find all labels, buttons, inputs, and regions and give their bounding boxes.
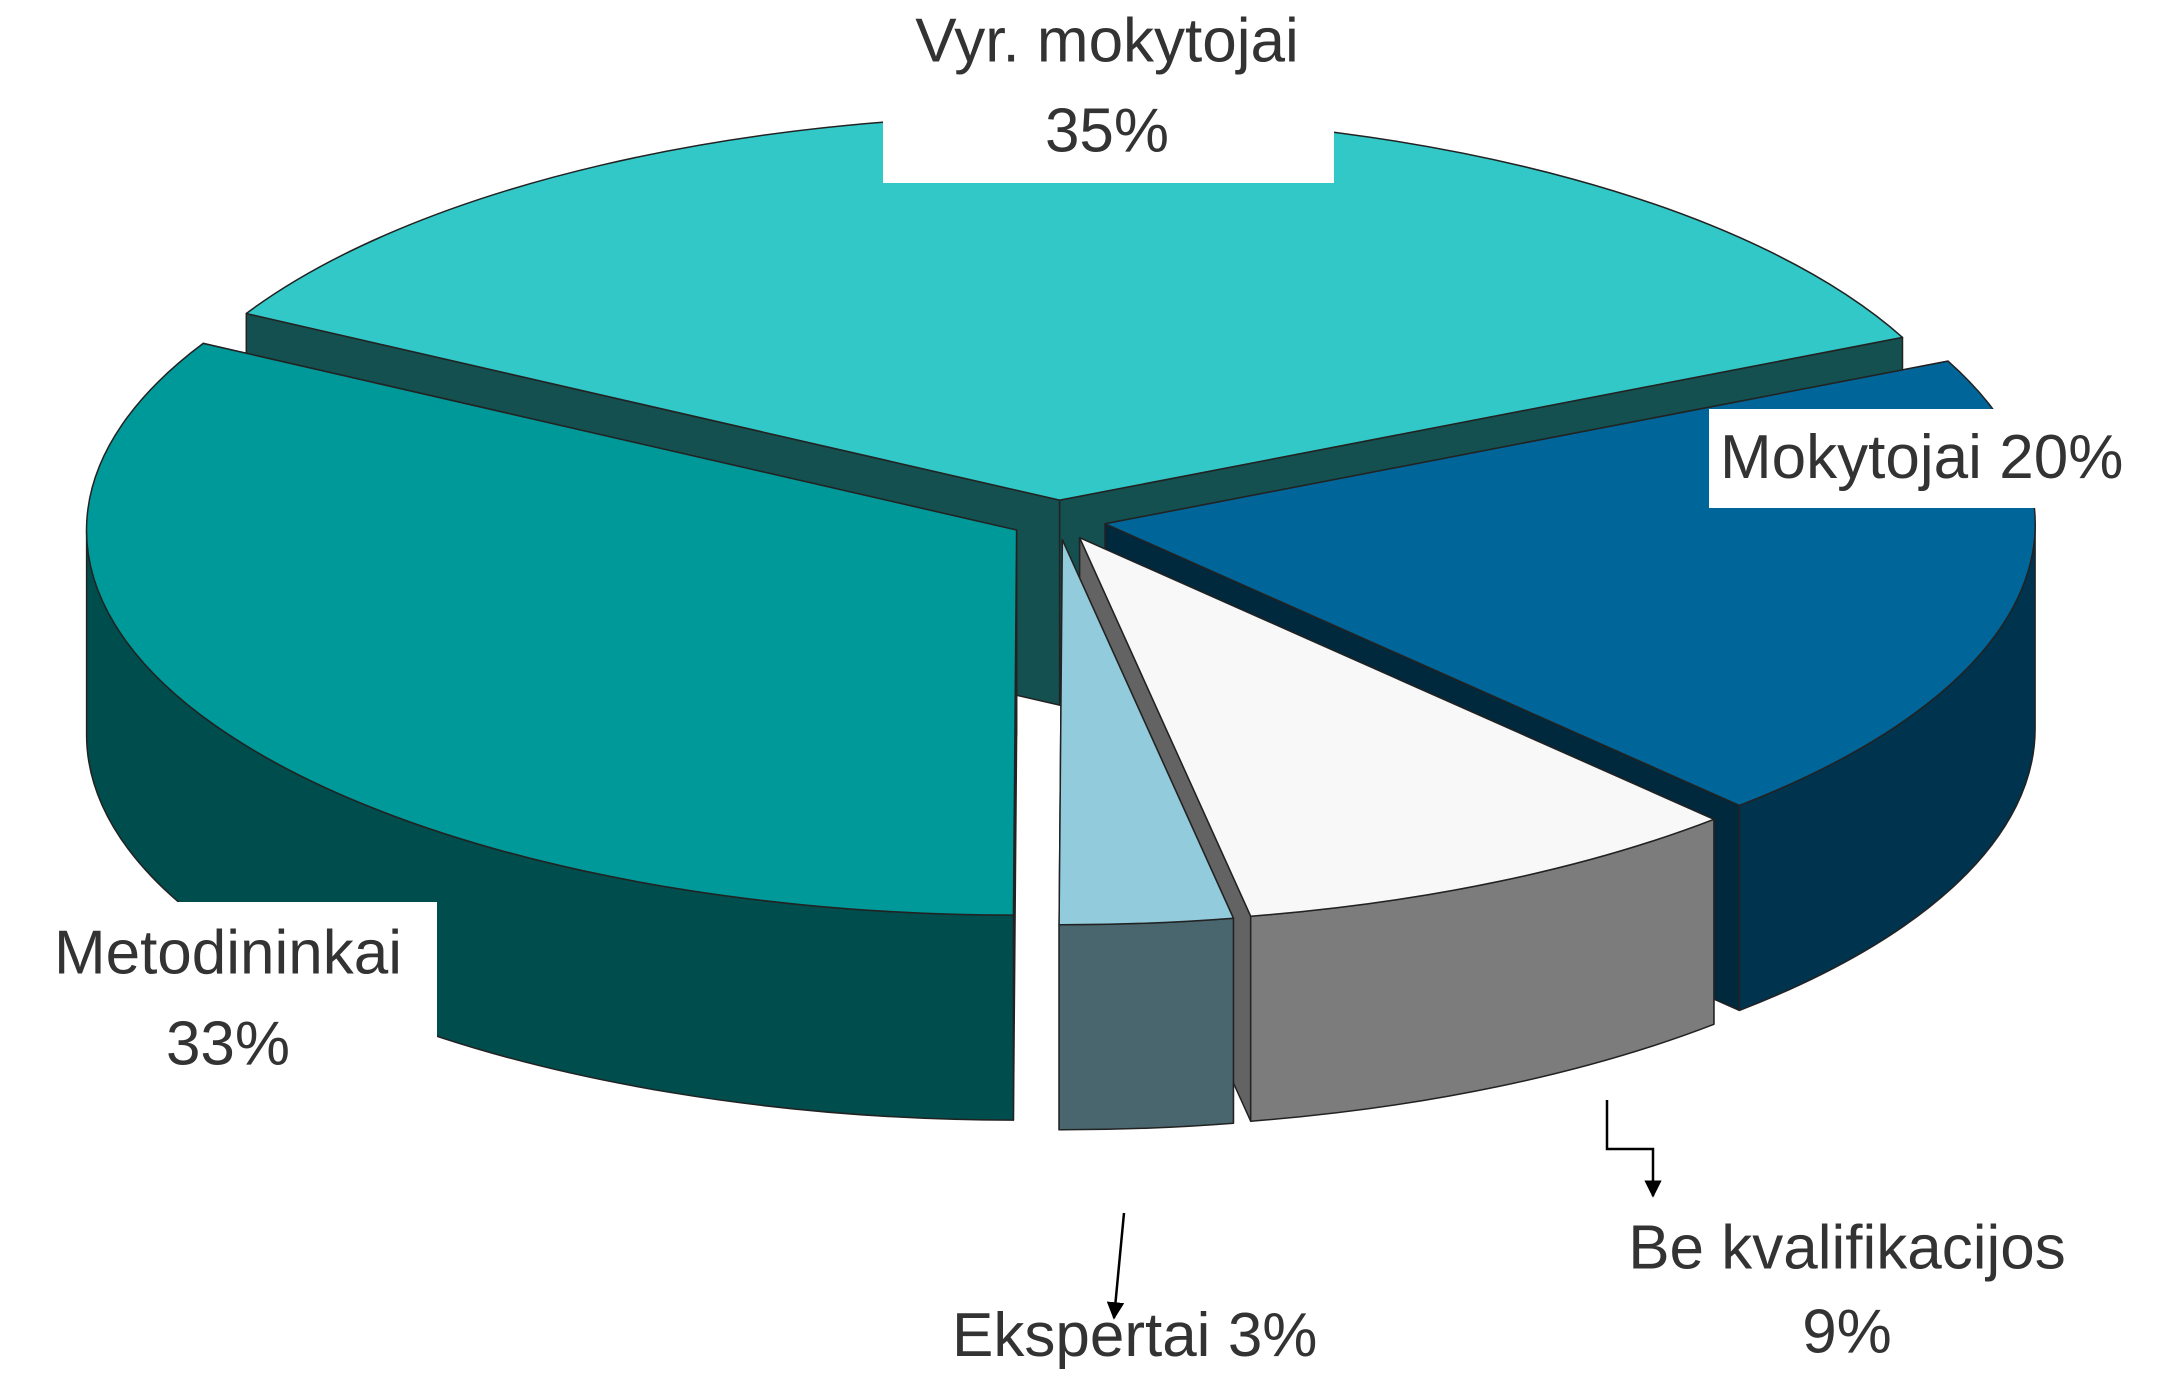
label-background [883,0,1334,183]
value-label: 3% [1228,1301,1318,1370]
leader-line [1106,1212,1126,1320]
category-label: Mokytojai [1720,423,1982,492]
slice-top [1078,536,1715,917]
category-label: Be kvalifikacijos [1628,1213,2066,1282]
slice-side [1058,917,1235,1131]
data-label: Ekspertai 3% [952,1301,1317,1370]
value-label: 35% [1045,96,1169,165]
slice-top [85,342,1018,916]
slice [1058,539,1235,1131]
label-background [1709,409,2172,508]
category-label: Vyr. mokytojai [915,6,1299,75]
leader-line [1605,1100,1662,1198]
value-label: 9% [1802,1297,1892,1366]
category-label: Metodininkai [54,918,402,987]
label-background [0,902,437,1114]
value-label: 33% [166,1009,290,1078]
slice-top [1058,539,1235,926]
category-label: Ekspertai [952,1301,1210,1370]
value-label: 20% [1999,423,2123,492]
data-label: Mokytojai 20% [1720,423,2123,492]
